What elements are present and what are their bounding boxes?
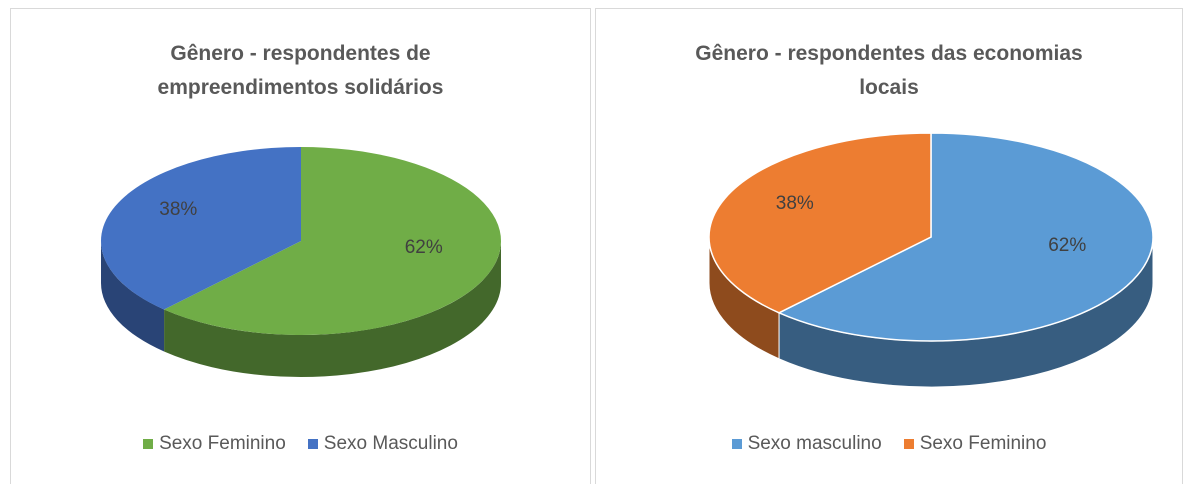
- data-label: 38%: [776, 193, 814, 214]
- pie-chart: 62% 38%: [708, 132, 1154, 388]
- legend-item: Sexo Feminino: [903, 433, 1047, 455]
- chart-title: Gênero - respondentes das economias loca…: [695, 42, 1083, 99]
- legend-label: Sexo Feminino: [159, 433, 286, 454]
- legend-label: Sexo Masculino: [323, 433, 458, 454]
- legend-label: Sexo masculino: [747, 433, 882, 454]
- slice-side: [164, 241, 501, 377]
- slice-side: [101, 241, 165, 352]
- legend-item: Sexo Feminino: [143, 433, 286, 455]
- legend-swatch: [731, 439, 742, 449]
- chart-panel: 62% 38% Gênero - respondentes de empreendi…: [10, 8, 591, 484]
- legend-swatch: [143, 439, 154, 449]
- legend: Sexo Feminino Sexo Masculino: [11, 433, 590, 455]
- data-label: 38%: [159, 199, 197, 220]
- data-label: 62%: [405, 237, 443, 258]
- legend-item: Sexo masculino: [731, 433, 882, 455]
- legend: Sexo masculino Sexo Feminino: [596, 433, 1182, 455]
- slice: [164, 147, 502, 335]
- chart-title: Gênero - respondentes de empreendimentos…: [157, 42, 444, 99]
- legend-item: Sexo Masculino: [307, 433, 458, 455]
- legend-label: Sexo Feminino: [919, 433, 1047, 454]
- legend-swatch: [903, 439, 914, 449]
- slice: [101, 147, 302, 310]
- slice: [777, 132, 1154, 342]
- chart-panel: 62% 38% Gênero - respondentes das economia…: [595, 8, 1183, 484]
- pie-chart: 62% 38%: [101, 147, 502, 377]
- legend-swatch: [307, 439, 318, 449]
- data-label: 62%: [1048, 235, 1086, 256]
- slice: [708, 132, 932, 314]
